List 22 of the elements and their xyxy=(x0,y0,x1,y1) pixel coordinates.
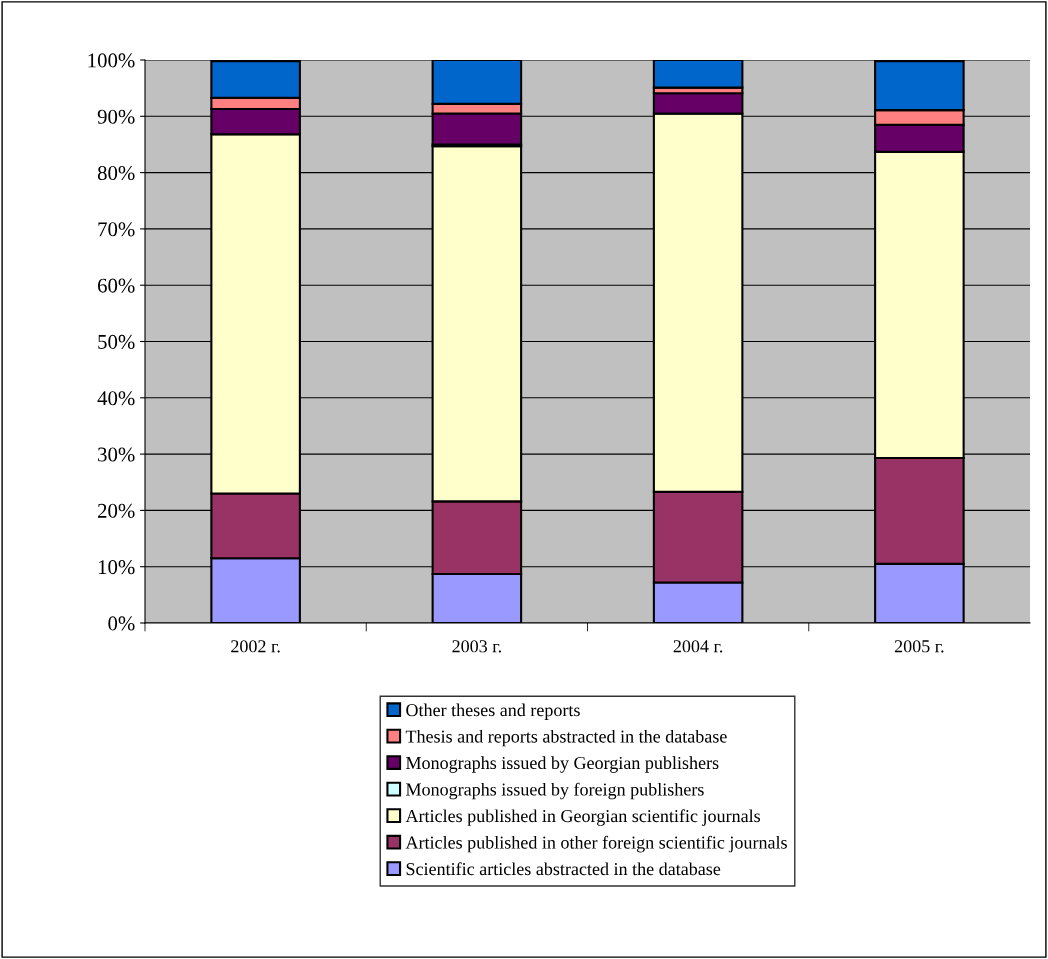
y-tick-label: 60% xyxy=(97,278,135,293)
legend-label: Scientific articles abstracted in the database xyxy=(406,862,721,876)
y-tick-label: 70% xyxy=(98,222,135,237)
y-tick-label: 50% xyxy=(98,334,135,349)
y-tick-label: 80% xyxy=(97,165,135,181)
legend-label: Monographs issued by foreign publishers xyxy=(406,782,704,800)
x-tick-label: 2002 г. xyxy=(231,640,280,653)
y-tick-label: 30% xyxy=(98,447,135,462)
y-tick-label: 90% xyxy=(97,109,135,124)
y-tick-label: 40% xyxy=(97,391,135,406)
legend-label: Thesis and reports abstracted in the database xyxy=(405,729,727,747)
legend-label: Other theses and reports xyxy=(406,703,580,720)
legend-label: Articles published in other foreign scientific journals xyxy=(405,835,787,853)
legend-label: Monographs issued by Georgian publishers xyxy=(406,756,719,773)
legend-label: Articles published in Georgian scientific journals xyxy=(405,809,761,826)
y-tick-label: 100% xyxy=(88,53,135,68)
x-tick-label: 2003 г. xyxy=(452,640,501,653)
x-tick-label: 2004 г. xyxy=(673,640,723,653)
x-tick-label: 2005 г. xyxy=(894,640,944,653)
y-tick-label: 20% xyxy=(98,503,135,518)
y-tick-label: 10% xyxy=(98,560,135,575)
y-tick-label: 0% xyxy=(108,616,135,631)
